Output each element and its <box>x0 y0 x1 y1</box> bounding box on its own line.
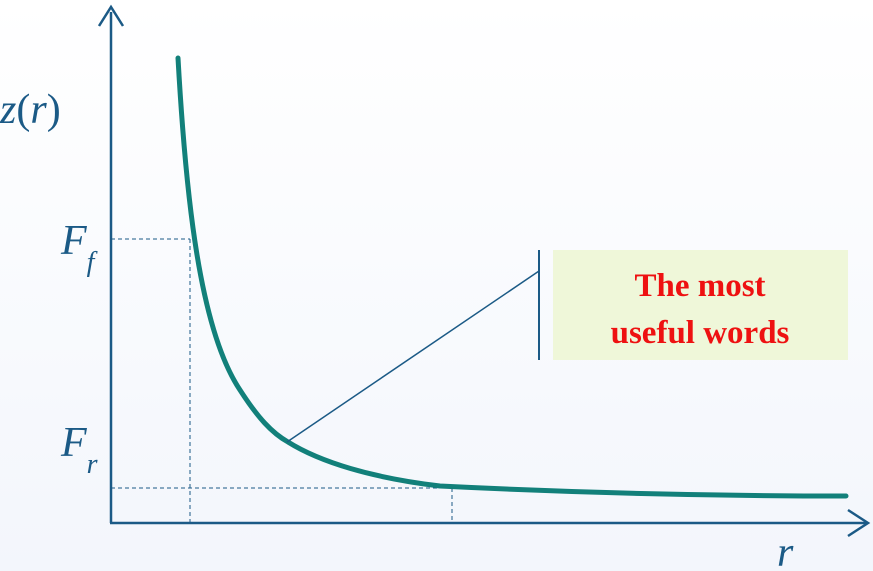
x-axis-arrowhead <box>847 508 871 538</box>
fr-label-sub: r <box>87 449 98 480</box>
y-axis-label-arg: r <box>30 87 47 133</box>
callout-line-1: The most <box>634 268 765 304</box>
fr-label-main: F <box>60 420 87 466</box>
y-axis-label: z(r) <box>0 87 61 133</box>
y-axis-label-close-paren: ) <box>47 87 61 133</box>
callout-pointer-line <box>286 270 540 443</box>
frequency-curve <box>175 55 849 499</box>
ff-label-main: F <box>60 218 87 264</box>
ff-label: Ff <box>60 218 98 278</box>
callout-box <box>553 250 848 360</box>
y-axis-arrowhead <box>97 4 125 27</box>
y-axis-label-open-paren: ( <box>16 87 30 133</box>
ff-label-sub: f <box>87 247 98 278</box>
fr-label: Fr <box>60 420 98 480</box>
y-axis-label-var: z <box>0 87 16 133</box>
x-axis-label: r <box>777 530 794 571</box>
callout-line-2: useful words <box>611 315 790 351</box>
